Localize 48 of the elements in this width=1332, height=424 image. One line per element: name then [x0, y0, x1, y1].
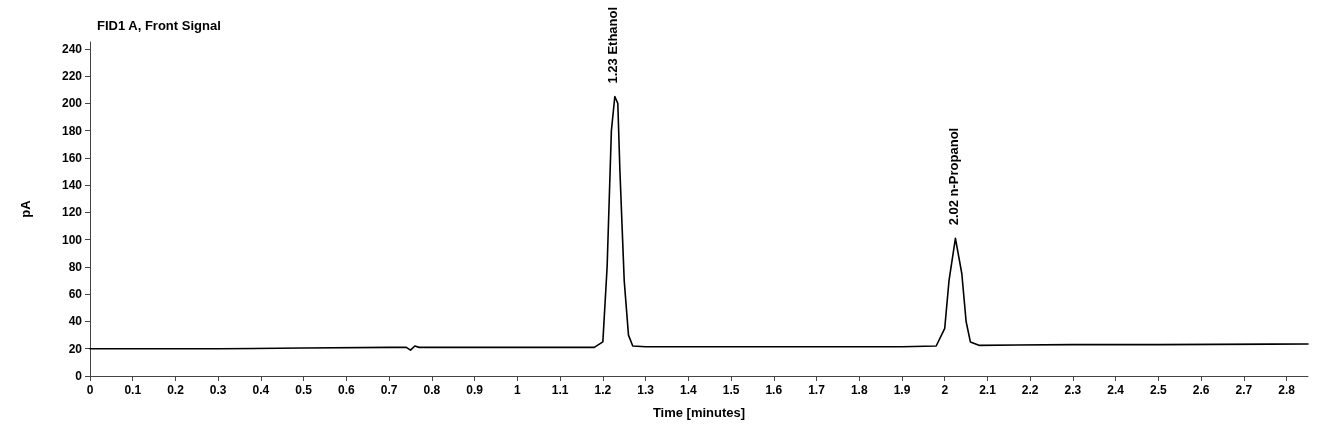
y-tick-label: 40: [68, 314, 83, 329]
x-tick-label: 1.7: [808, 383, 826, 397]
x-tick-label: 2: [941, 383, 949, 397]
x-tick-label: 1: [514, 383, 522, 397]
x-tick-label: 1.3: [637, 383, 655, 397]
y-tick-label: 60: [68, 287, 83, 302]
x-tick-label: 2.3: [1064, 383, 1082, 397]
y-axis-title: pA: [18, 199, 33, 218]
y-tick-label: 240: [61, 41, 83, 56]
x-axis-title: Time [minutes]: [652, 405, 746, 420]
annotation: 2.02 n-Propanol: [945, 127, 961, 226]
x-tick-label: 2.8: [1278, 383, 1296, 397]
x-tick-label: 0.9: [466, 383, 484, 397]
x-tick-label: 0: [86, 383, 94, 397]
x-tick-label: 2.2: [1021, 383, 1039, 397]
x-tick-label: 0.7: [380, 383, 398, 397]
x-tick-label: 1.1: [551, 383, 569, 397]
x-tick-label: 0.8: [423, 383, 441, 397]
x-tick-label: 0.4: [252, 383, 270, 397]
x-tick-label: 2.7: [1235, 383, 1253, 397]
x-tick-label: 1.8: [850, 383, 868, 397]
x-tick-label: 2.4: [1107, 383, 1125, 397]
chart-title: FID1 A, Front Signal: [97, 18, 221, 33]
annotation: 1.23 Ethanol: [605, 6, 621, 84]
y-tick-label: 0: [75, 369, 83, 383]
x-tick-label: 2.6: [1192, 383, 1210, 397]
y-tick-label: 120: [61, 205, 83, 220]
x-tick-label: 2.5: [1150, 383, 1168, 397]
x-tick-label: 1.4: [679, 383, 697, 397]
y-tick-label: 100: [61, 232, 83, 247]
y-tick-label: 200: [61, 96, 83, 111]
x-tick-label: 1.6: [765, 383, 783, 397]
x-tick-label: 1.2: [594, 383, 612, 397]
x-tick-label: 0.2: [167, 383, 185, 397]
y-tick-label: 220: [61, 69, 83, 84]
line-series: [89, 95, 1309, 351]
x-tick-label: 0.6: [338, 383, 356, 397]
y-tick-label: 140: [61, 178, 83, 193]
x-tick-label: 0.5: [295, 383, 313, 397]
y-tick-label: 80: [68, 259, 83, 274]
x-tick-label: 2.1: [979, 383, 997, 397]
y-tick-label: 180: [61, 123, 83, 138]
x-tick-label: 1.9: [893, 383, 911, 397]
x-tick-label: 1.5: [722, 383, 740, 397]
y-tick-label: 20: [68, 341, 83, 356]
x-tick-label: 0.3: [209, 383, 227, 397]
x-tick-label: 0.1: [124, 383, 142, 397]
y-tick-label: 160: [61, 150, 83, 165]
